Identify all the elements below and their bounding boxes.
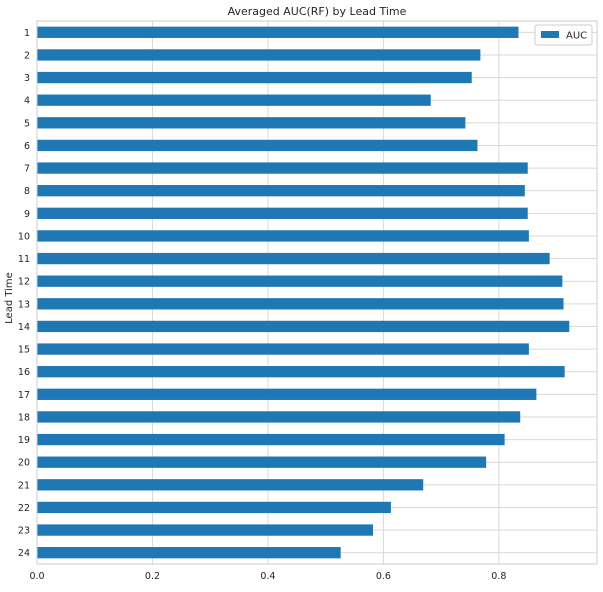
x-tick-label: 0.4 — [260, 571, 275, 582]
bars — [37, 26, 570, 559]
bar-lead-time-2 — [37, 49, 481, 61]
y-tick-label: 8 — [24, 186, 30, 197]
bar-lead-time-19 — [37, 433, 505, 446]
legend-label-auc: AUC — [566, 31, 587, 42]
y-tick-label: 3 — [24, 73, 30, 84]
bar-lead-time-4 — [37, 94, 431, 106]
chart-title: Averaged AUC(RF) by Lead Time — [228, 5, 407, 18]
bar-lead-time-1 — [37, 26, 519, 38]
y-tick-label: 19 — [18, 435, 30, 446]
bar-lead-time-17 — [37, 388, 537, 400]
y-tick-label: 10 — [18, 231, 30, 242]
bar-lead-time-21 — [37, 479, 424, 491]
y-tick-label: 6 — [24, 141, 30, 152]
y-tick-label: 1 — [24, 28, 30, 39]
x-tick-label: 0.2 — [145, 571, 160, 582]
y-tick-label: 5 — [24, 118, 30, 129]
y-tick-label: 23 — [18, 526, 30, 537]
y-tick-label: 22 — [18, 503, 30, 514]
y-tick-label: 24 — [18, 548, 30, 559]
y-tick-label: 13 — [18, 299, 30, 310]
bar-lead-time-13 — [37, 298, 564, 310]
bar-lead-time-11 — [37, 252, 550, 265]
x-tick-label: 0.0 — [29, 571, 44, 582]
y-tick-label: 9 — [24, 209, 30, 220]
y-tick-label: 14 — [18, 322, 30, 333]
legend-swatch — [541, 31, 559, 38]
bar-lead-time-9 — [37, 207, 528, 219]
bar-lead-time-16 — [37, 366, 565, 378]
plot-area-frame — [36, 20, 598, 565]
y-tick-label: 15 — [18, 345, 30, 356]
y-tick-label: 12 — [18, 277, 30, 288]
bar-lead-time-10 — [37, 230, 529, 242]
bar-lead-time-3 — [37, 71, 472, 84]
y-tick-label: 7 — [24, 164, 30, 175]
x-tick-label: 0.6 — [376, 571, 391, 582]
bar-lead-time-15 — [37, 343, 529, 355]
y-tick-label: 2 — [24, 50, 30, 61]
legend: AUC — [534, 24, 593, 46]
y-tick-label: 4 — [24, 96, 30, 107]
bar-lead-time-20 — [37, 456, 487, 468]
y-axis-label: Lead Time — [4, 272, 15, 324]
bar-lead-time-14 — [37, 320, 570, 333]
bar-lead-time-6 — [37, 139, 478, 152]
bar-lead-time-24 — [37, 547, 341, 559]
bar-lead-time-22 — [37, 501, 391, 514]
bar-lead-time-5 — [37, 117, 466, 129]
y-tick-label: 18 — [18, 412, 30, 423]
bar-lead-time-23 — [37, 524, 373, 536]
bar-lead-time-12 — [37, 275, 563, 287]
y-tick-label: 20 — [18, 458, 30, 469]
legend-box — [534, 24, 593, 46]
bar-lead-time-7 — [37, 162, 528, 174]
y-tick-label: 16 — [18, 367, 30, 378]
x-tick-label: 0.8 — [491, 571, 506, 582]
y-tick-label: 11 — [18, 254, 30, 265]
x-tick-labels: 0.0 0.2 0.4 0.6 0.8 — [29, 571, 506, 582]
bar-lead-time-18 — [37, 411, 521, 423]
bar-lead-time-8 — [37, 185, 525, 197]
y-tick-label: 21 — [18, 480, 30, 491]
y-tick-label: 17 — [18, 390, 30, 401]
